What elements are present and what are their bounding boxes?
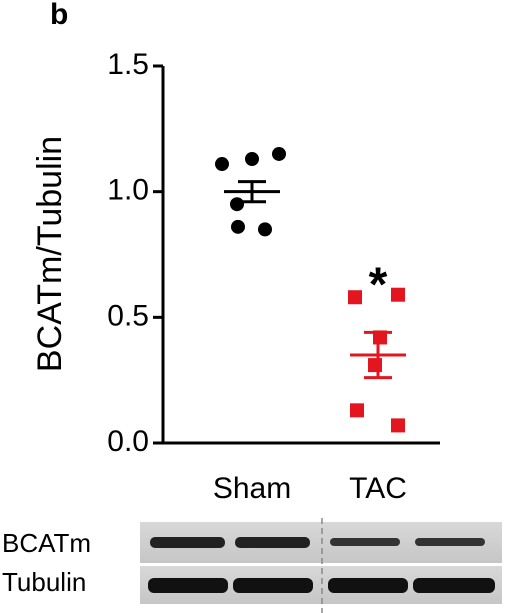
panel-label: b [50, 0, 68, 31]
data-point [215, 157, 229, 172]
blot-row-label: BCATm [2, 528, 91, 558]
blot-band [415, 538, 485, 546]
y-tick-label: 1.0 [107, 174, 149, 207]
data-point [230, 197, 244, 212]
y-tick-label: 1.5 [107, 48, 149, 81]
data-point [350, 403, 364, 418]
data-point [258, 222, 272, 237]
data-point [231, 219, 245, 234]
x-tick-label: TAC [349, 472, 407, 505]
data-point [348, 290, 362, 305]
data-point [272, 146, 286, 161]
blot-band [235, 537, 310, 548]
blot-band [330, 538, 400, 546]
x-tick-label: Sham [213, 472, 291, 505]
blot: BCATm Tubulin [2, 518, 502, 613]
blot-band [328, 578, 408, 593]
blot-band [148, 578, 228, 593]
significance-marker: * [369, 259, 388, 312]
blot-band [233, 578, 313, 593]
blot-row-label: Tubulin [2, 567, 86, 597]
data-point [391, 418, 405, 433]
y-tick-label: 0.5 [107, 299, 149, 332]
y-axis-label: BCATm/Tubulin [31, 136, 69, 372]
data-point [391, 287, 405, 302]
blot-band [150, 537, 225, 548]
data-point [245, 151, 259, 166]
blot-band [413, 578, 495, 593]
y-tick-label: 0.0 [107, 425, 149, 458]
data-point [368, 358, 382, 373]
